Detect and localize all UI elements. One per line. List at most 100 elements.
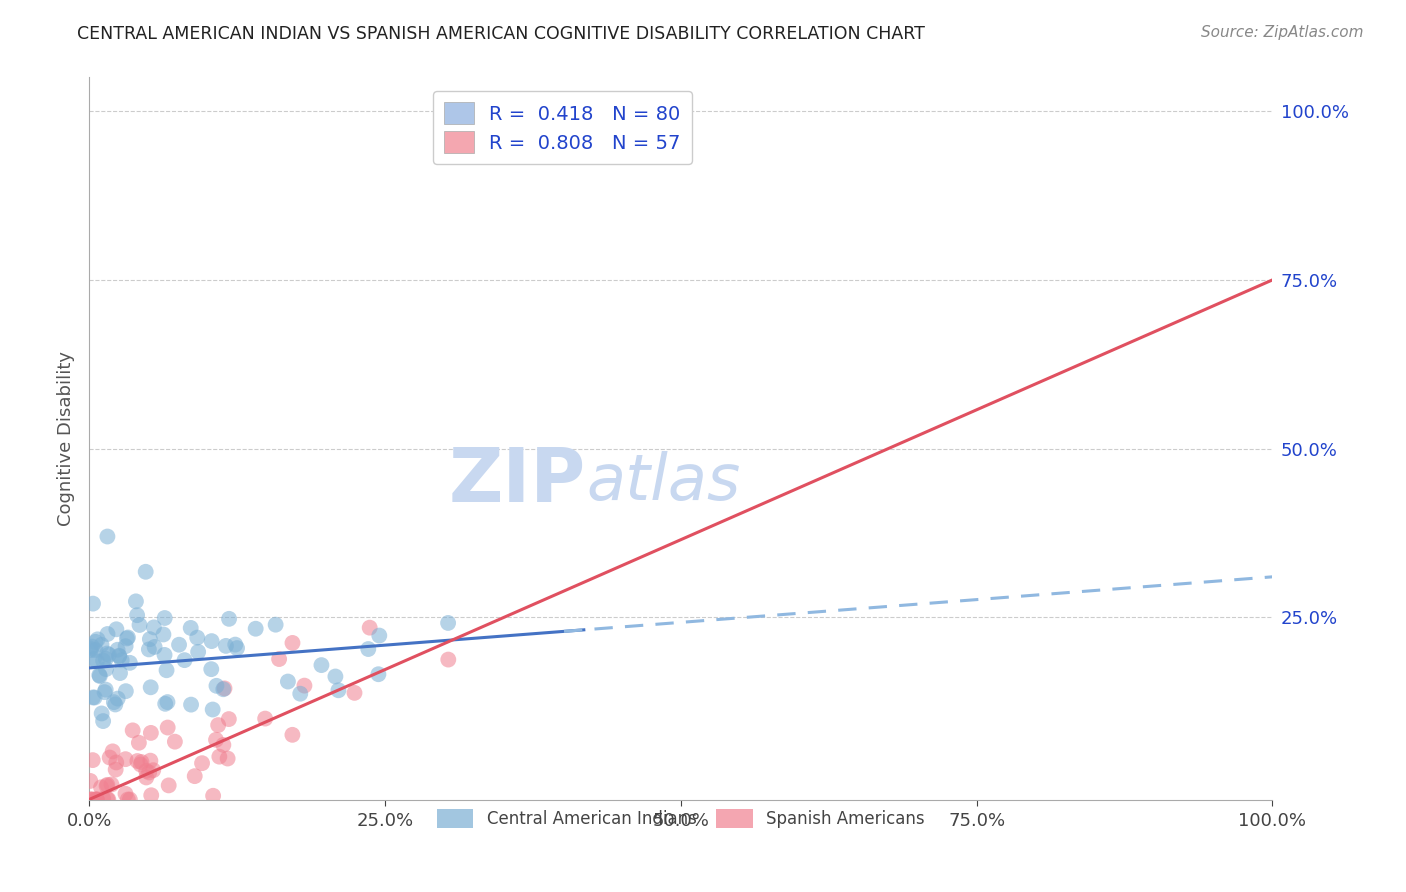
Point — [94, 662, 117, 676]
Point — [108, 649, 131, 664]
Point — [96, 778, 118, 792]
Y-axis label: Cognitive Disability: Cognitive Disability — [58, 351, 75, 526]
Point — [127, 754, 149, 768]
Point — [191, 756, 214, 771]
Point — [128, 618, 150, 632]
Point — [114, 752, 136, 766]
Point — [107, 691, 129, 706]
Point — [208, 749, 231, 764]
Point — [97, 792, 120, 806]
Point — [183, 769, 205, 783]
Point — [80, 643, 103, 657]
Point — [215, 639, 238, 653]
Point — [97, 648, 120, 662]
Point — [155, 663, 177, 677]
Point — [437, 615, 460, 630]
Point — [94, 652, 117, 666]
Point — [180, 698, 202, 712]
Point — [84, 643, 107, 657]
Point — [79, 641, 101, 656]
Point — [93, 685, 115, 699]
Point — [83, 690, 105, 705]
Point — [86, 632, 108, 647]
Point — [139, 754, 162, 768]
Point — [311, 658, 333, 673]
Point — [186, 631, 208, 645]
Point — [90, 780, 112, 795]
Point — [105, 622, 128, 636]
Point — [86, 792, 108, 806]
Point — [135, 565, 157, 579]
Point — [205, 679, 228, 693]
Point — [167, 638, 190, 652]
Point — [115, 684, 138, 698]
Text: atlas: atlas — [586, 450, 741, 513]
Point — [91, 654, 114, 668]
Point — [131, 755, 153, 769]
Point — [138, 765, 160, 780]
Point — [152, 627, 174, 641]
Point — [163, 734, 186, 748]
Point — [118, 792, 141, 806]
Point — [156, 695, 179, 709]
Point — [80, 640, 103, 654]
Point — [245, 622, 267, 636]
Point — [125, 594, 148, 608]
Point — [96, 792, 118, 806]
Point — [437, 652, 460, 666]
Point — [281, 636, 304, 650]
Point — [79, 773, 101, 788]
Point — [90, 706, 112, 721]
Point — [214, 681, 236, 696]
Point — [104, 763, 127, 777]
Point — [153, 697, 176, 711]
Text: ZIP: ZIP — [449, 445, 586, 518]
Point — [281, 728, 304, 742]
Point — [91, 714, 114, 728]
Point — [82, 597, 104, 611]
Point — [91, 791, 114, 805]
Point — [138, 642, 160, 657]
Point — [96, 627, 118, 641]
Point — [96, 529, 118, 543]
Point — [100, 777, 122, 791]
Legend: Central American Indians, Spanish Americans: Central American Indians, Spanish Americ… — [430, 802, 932, 835]
Point — [89, 669, 111, 683]
Point — [79, 792, 101, 806]
Point — [108, 666, 131, 681]
Point — [96, 779, 118, 793]
Point — [127, 608, 149, 623]
Point — [153, 648, 176, 662]
Point — [114, 787, 136, 801]
Point — [357, 642, 380, 657]
Point — [264, 617, 287, 632]
Point — [202, 789, 225, 803]
Point — [156, 721, 179, 735]
Point — [86, 792, 108, 806]
Point — [98, 750, 121, 764]
Point — [96, 647, 118, 661]
Point — [84, 635, 107, 649]
Point — [117, 631, 139, 645]
Point — [224, 638, 246, 652]
Point — [218, 712, 240, 726]
Point — [80, 792, 103, 806]
Point — [83, 652, 105, 666]
Point — [90, 638, 112, 652]
Point — [141, 789, 163, 803]
Point — [212, 738, 235, 752]
Point — [107, 642, 129, 657]
Point — [173, 653, 195, 667]
Point — [269, 652, 291, 666]
Point — [343, 686, 366, 700]
Point — [84, 792, 107, 806]
Point — [118, 656, 141, 670]
Point — [115, 632, 138, 646]
Point — [254, 712, 277, 726]
Point — [157, 778, 180, 792]
Point — [86, 792, 108, 806]
Point — [200, 662, 222, 676]
Point — [142, 763, 165, 777]
Point — [325, 669, 347, 683]
Point — [139, 681, 162, 695]
